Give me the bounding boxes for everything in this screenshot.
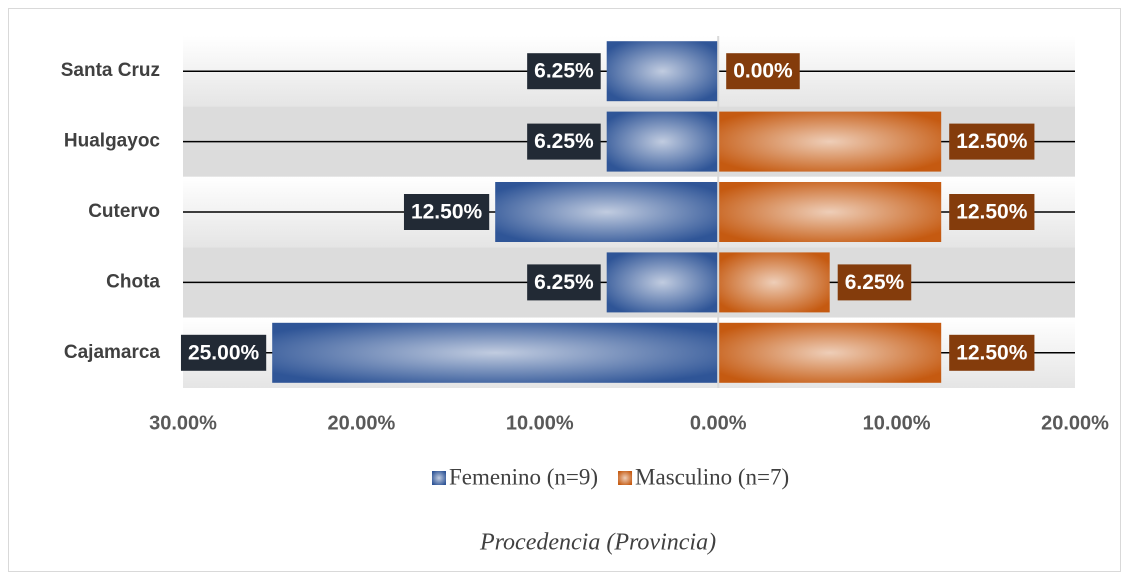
data-label-box bbox=[527, 123, 601, 160]
data-label: 6.25% bbox=[534, 130, 594, 153]
data-label-box bbox=[403, 194, 490, 230]
bar bbox=[718, 322, 942, 383]
data-label-box bbox=[180, 334, 267, 371]
bar bbox=[606, 111, 719, 172]
data-label-box bbox=[949, 194, 1035, 230]
data-label: 25.00% bbox=[188, 341, 260, 364]
legend-swatch bbox=[432, 471, 446, 485]
y-tick-label: Hualgayoc bbox=[64, 131, 161, 152]
bar bbox=[495, 182, 719, 242]
bar bbox=[718, 111, 942, 172]
x-tick-label: 30.00% bbox=[149, 412, 217, 434]
data-label-box bbox=[949, 334, 1035, 371]
data-label-box bbox=[837, 264, 912, 301]
data-label: 0.00% bbox=[733, 60, 793, 83]
data-label: 6.25% bbox=[534, 60, 594, 83]
data-label: 12.50% bbox=[956, 201, 1028, 224]
data-label-box bbox=[527, 264, 601, 301]
x-tick-label: 10.00% bbox=[863, 412, 931, 434]
legend-label: Femenino (n=9) bbox=[449, 464, 598, 489]
data-label: 6.25% bbox=[534, 271, 594, 294]
data-label-box bbox=[726, 53, 800, 90]
data-label: 12.50% bbox=[956, 130, 1028, 153]
bar bbox=[718, 182, 942, 242]
y-tick-label: Cutervo bbox=[88, 201, 160, 222]
bar bbox=[606, 41, 719, 102]
data-label-box bbox=[527, 53, 601, 90]
data-label: 6.25% bbox=[845, 271, 905, 294]
chart-title: Procedencia (Provincia) bbox=[479, 530, 716, 556]
x-tick-label: 20.00% bbox=[1041, 412, 1109, 434]
bar bbox=[718, 252, 830, 313]
y-tick-label: Chota bbox=[106, 271, 160, 292]
bar bbox=[272, 322, 719, 383]
legend-label: Masculino (n=7) bbox=[635, 464, 789, 489]
bar bbox=[606, 252, 719, 313]
data-label-box bbox=[949, 123, 1035, 160]
x-tick-label: 20.00% bbox=[327, 412, 395, 434]
x-tick-label: 0.00% bbox=[690, 412, 747, 434]
data-label: 12.50% bbox=[411, 201, 483, 224]
legend-swatch bbox=[618, 471, 633, 485]
data-label: 12.50% bbox=[956, 341, 1028, 364]
x-tick-label: 10.00% bbox=[506, 412, 574, 434]
y-tick-label: Cajamarca bbox=[64, 342, 161, 363]
y-tick-label: Santa Cruz bbox=[61, 60, 160, 81]
